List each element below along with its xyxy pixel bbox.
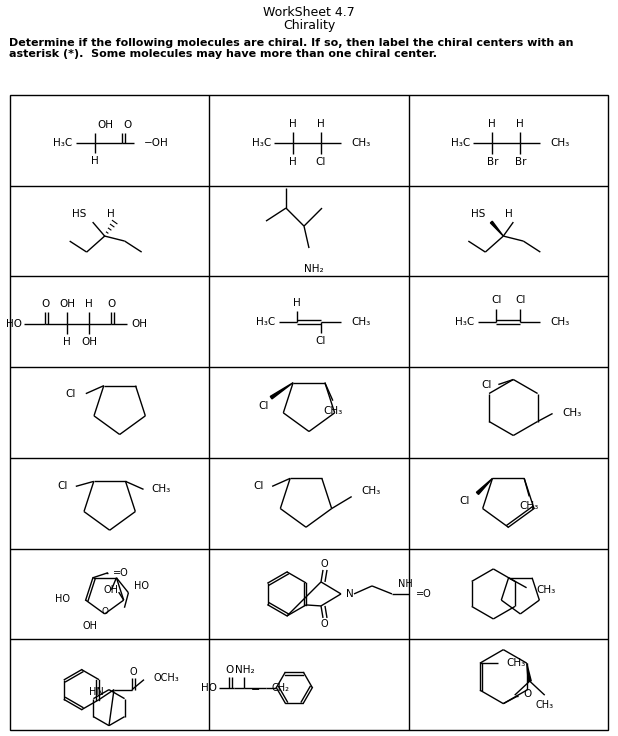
Text: CH₃: CH₃	[323, 406, 342, 416]
Polygon shape	[491, 222, 503, 236]
Text: Determine if the following molecules are chiral. If so, then label the chiral ce: Determine if the following molecules are…	[9, 38, 574, 48]
Text: Cl: Cl	[316, 158, 326, 167]
Text: O: O	[124, 121, 132, 130]
Text: CH₃: CH₃	[506, 658, 525, 668]
Text: Cl: Cl	[66, 389, 76, 399]
Text: OCH₃: OCH₃	[154, 673, 180, 683]
Text: CH₃: CH₃	[351, 138, 370, 149]
Text: CH₂: CH₂	[271, 683, 289, 693]
Text: H: H	[107, 209, 114, 219]
Text: Cl: Cl	[459, 496, 470, 506]
Text: WorkSheet 4.7: WorkSheet 4.7	[263, 7, 355, 19]
Text: HS: HS	[471, 209, 485, 219]
Text: CH₃: CH₃	[562, 408, 582, 419]
Text: HN: HN	[89, 687, 104, 697]
Text: OH: OH	[59, 299, 75, 309]
Text: Cl: Cl	[491, 295, 502, 305]
Text: NH: NH	[398, 579, 413, 589]
Text: Br: Br	[486, 158, 498, 167]
Text: OH: OH	[82, 621, 97, 631]
Text: CH₃: CH₃	[351, 316, 370, 327]
Text: H: H	[63, 337, 71, 347]
Text: HO: HO	[6, 319, 22, 329]
Text: Cl: Cl	[316, 336, 326, 346]
Text: H: H	[293, 298, 301, 308]
Polygon shape	[527, 663, 531, 682]
Text: O: O	[129, 667, 137, 676]
Text: O: O	[320, 559, 328, 569]
Text: H₃C: H₃C	[451, 138, 470, 149]
Text: OH: OH	[81, 337, 97, 347]
Text: H₃C: H₃C	[53, 138, 73, 149]
Text: Br: Br	[515, 158, 526, 167]
Text: H₃C: H₃C	[256, 316, 275, 327]
Text: HO: HO	[54, 594, 70, 604]
Text: Cl: Cl	[481, 380, 491, 389]
Text: H₃C: H₃C	[455, 316, 475, 327]
Text: Cl: Cl	[515, 295, 525, 305]
Text: H: H	[289, 158, 297, 167]
Text: H: H	[488, 119, 496, 130]
Text: OH: OH	[98, 121, 114, 130]
Text: CH₃: CH₃	[551, 138, 570, 149]
Text: =O: =O	[113, 567, 129, 578]
Text: CH₃: CH₃	[536, 584, 556, 595]
Text: Cl: Cl	[57, 481, 68, 492]
Text: HS: HS	[72, 209, 87, 219]
Text: OH: OH	[104, 585, 119, 595]
Text: asterisk (*).  Some molecules may have more than one chiral center.: asterisk (*). Some molecules may have mo…	[9, 49, 437, 59]
Text: CH₃: CH₃	[362, 486, 381, 495]
Text: H: H	[91, 156, 98, 166]
Text: O: O	[523, 689, 531, 698]
Text: CH₃: CH₃	[551, 316, 570, 327]
Text: H: H	[317, 119, 325, 130]
Text: H₃C: H₃C	[252, 138, 271, 149]
Text: O: O	[320, 619, 328, 629]
Text: Chirality: Chirality	[283, 18, 335, 32]
Text: H: H	[517, 119, 524, 130]
Text: O: O	[225, 665, 234, 675]
Text: NH₂: NH₂	[304, 264, 324, 274]
Text: =O: =O	[416, 589, 432, 599]
Text: CH₃: CH₃	[520, 501, 539, 512]
Text: N: N	[346, 589, 353, 599]
Text: Cl: Cl	[254, 481, 264, 492]
Text: −OH: −OH	[143, 138, 169, 149]
Text: O: O	[107, 299, 115, 309]
Text: H: H	[506, 209, 513, 219]
Polygon shape	[270, 383, 293, 399]
Text: HO: HO	[135, 581, 150, 591]
Text: NH₂: NH₂	[234, 665, 254, 675]
Text: CH₃: CH₃	[536, 700, 554, 710]
Polygon shape	[476, 478, 493, 495]
Text: O: O	[41, 299, 49, 309]
Bar	[10, 95, 608, 730]
Text: O: O	[101, 607, 108, 617]
Text: −: −	[251, 684, 260, 695]
Text: Cl: Cl	[258, 400, 268, 411]
Text: H: H	[289, 119, 297, 130]
Text: OH: OH	[131, 319, 147, 329]
Text: HO: HO	[201, 683, 218, 693]
Text: CH₃: CH₃	[151, 484, 171, 495]
Text: H: H	[85, 299, 93, 309]
